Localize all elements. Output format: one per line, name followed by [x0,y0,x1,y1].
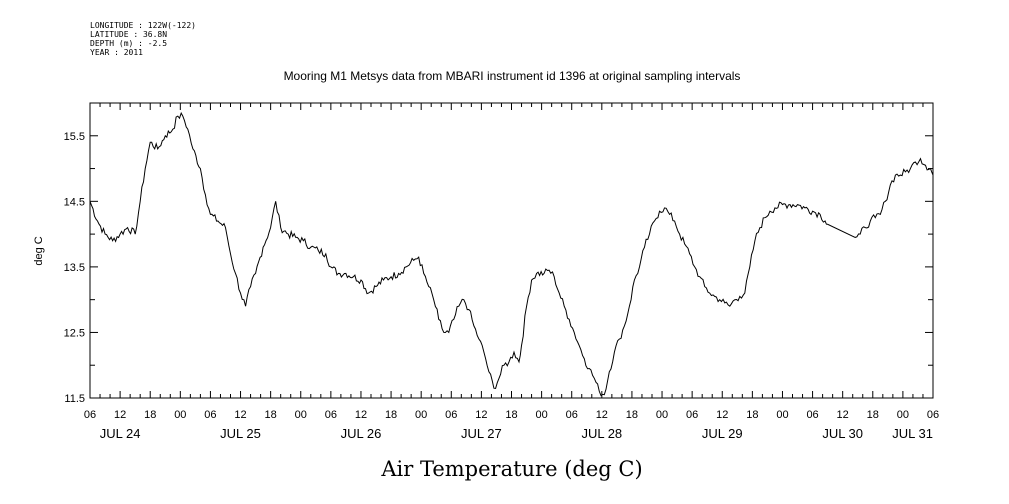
x-tick-label: 18 [746,409,758,421]
plot-frame [89,102,934,399]
x-day-label: JUL 31 [892,426,933,441]
x-tick-label: 06 [204,409,216,421]
year-text: YEAR : 2011 [90,48,143,57]
y-axis-label: deg C [33,236,45,265]
x-day-label: JUL 27 [461,426,502,441]
axis-labels: 06 12 18 00 06 12 18 00 06 12 18 00 06 12 18 00 06 12 18 00… [64,131,940,441]
x-tick-label: 06 [927,409,939,421]
longitude-text: LONGITUDE : 122W(-122) [90,21,196,30]
x-tick-label: 06 [445,409,457,421]
x-tick-label: 00 [897,409,909,421]
x-tick-label: 12 [716,409,728,421]
latitude-text: LATITUDE : 36.8N [90,30,168,39]
x-day-label: JUL 26 [341,426,382,441]
axis-ticks [89,102,934,399]
temperature-series-line [89,111,934,397]
x-tick-label: 12 [234,409,246,421]
header-metadata: LONGITUDE : 122W(-122) LATITUDE : 36.8N … [90,21,196,57]
x-tick-label: 00 [415,409,427,421]
x-tick-label: 00 [295,409,307,421]
x-tick-label: 12 [475,409,487,421]
x-tick-label: 00 [174,409,186,421]
x-tick-label: 12 [837,409,849,421]
y-tick-label: 15.5 [64,131,85,143]
depth-text: DEPTH (m) : -2.5 [90,39,168,48]
x-tick-label: 00 [776,409,788,421]
x-tick-label: 12 [114,409,126,421]
x-day-label: JUL 30 [822,426,863,441]
x-tick-label: 18 [626,409,638,421]
x-tick-label: 18 [385,409,397,421]
x-tick-label: 06 [566,409,578,421]
x-tick-label: 06 [325,409,337,421]
x-tick-label: 00 [656,409,668,421]
x-tick-label: 18 [867,409,879,421]
chart-title: Mooring M1 Metsys data from MBARI instru… [284,69,741,83]
x-day-label: JUL 29 [702,426,743,441]
x-tick-label: 18 [265,409,277,421]
y-tick-label: 13.5 [64,262,85,274]
x-day-label: JUL 24 [100,426,141,441]
x-tick-label: 06 [806,409,818,421]
y-tick-label: 12.5 [64,327,85,339]
x-tick-label: 06 [686,409,698,421]
x-axis-label: Air Temperature (deg C) [380,457,642,481]
y-tick-label: 11.5 [64,393,85,405]
y-tick-label: 14.5 [64,196,85,208]
x-tick-label: 00 [535,409,547,421]
x-tick-label: 18 [505,409,517,421]
x-day-label: JUL 28 [581,426,622,441]
x-tick-label: 12 [596,409,608,421]
x-tick-label: 18 [144,409,156,421]
x-tick-label: 06 [84,409,96,421]
x-tick-label: 12 [355,409,367,421]
x-day-label: JUL 25 [220,426,261,441]
